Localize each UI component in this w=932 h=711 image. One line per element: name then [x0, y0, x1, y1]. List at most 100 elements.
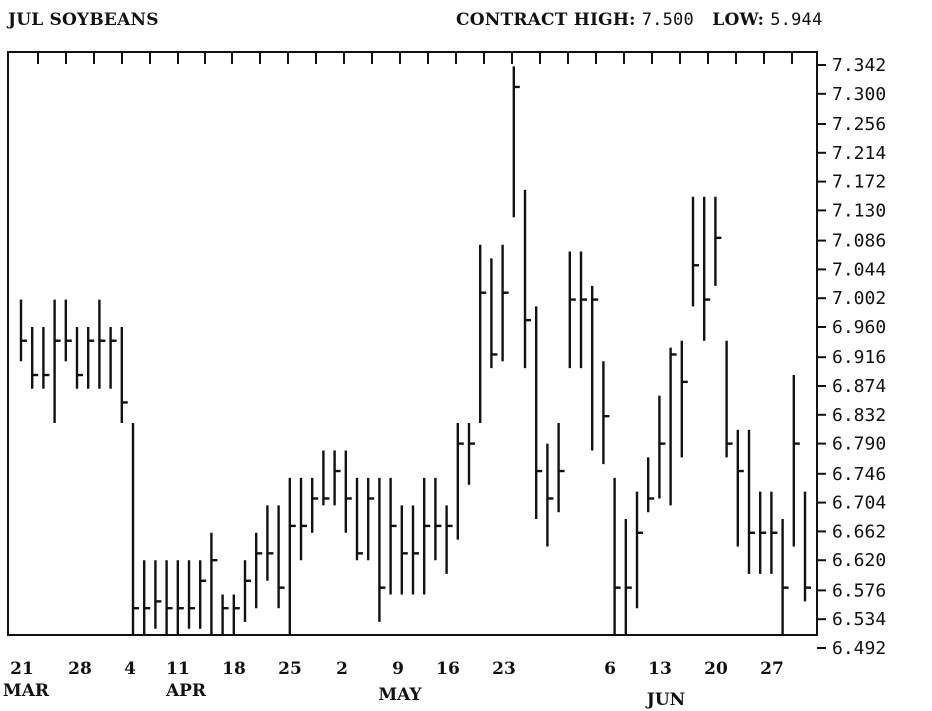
ohlc-bar: [176, 560, 184, 635]
ohlc-bar: [736, 429, 744, 547]
ohlc-bar: [131, 423, 139, 635]
y-tick-label: 6.534: [832, 609, 886, 630]
ohlc-bar: [568, 251, 576, 369]
y-tick-label: 6.790: [832, 434, 886, 455]
ohlc-bar: [479, 244, 487, 424]
ohlc-bar: [109, 327, 117, 389]
y-tick-label: 7.342: [832, 55, 886, 76]
x-tick-label: 9: [392, 659, 404, 679]
ohlc-bar: [277, 505, 285, 609]
ohlc-bar: [355, 477, 363, 561]
ohlc-bar: [142, 560, 151, 635]
ohlc-bar: [803, 491, 811, 602]
ohlc-bar: [266, 505, 274, 581]
chart-title: JUL SOYBEANS: [8, 10, 159, 30]
ohlc-bar: [579, 251, 587, 369]
ohlc-bar: [714, 196, 722, 286]
ohlc-bar: [120, 327, 128, 424]
ohlc-bar: [299, 477, 307, 561]
ohlc-bar: [747, 429, 755, 574]
ohlc-bar: [378, 477, 386, 622]
x-tick-label: 16: [436, 659, 460, 679]
ohlc-bar: [19, 299, 27, 362]
ohlc-bar: [703, 196, 711, 341]
ohlc-bar: [523, 189, 531, 369]
ohlc-bar: [98, 299, 106, 389]
ohlc-bar: [42, 327, 50, 389]
ohlc-bar: [344, 450, 352, 533]
contract-high-label: CONTRACT HIGH:: [456, 10, 636, 30]
y-tick-label: 7.044: [832, 259, 886, 280]
ohlc-bar: [792, 375, 800, 547]
y-tick-label: 7.172: [832, 172, 886, 193]
plot-frame: [7, 51, 818, 636]
ohlc-bar: [288, 477, 296, 635]
x-tick-label: 6: [604, 659, 616, 679]
x-tick-label: 18: [222, 659, 246, 679]
date-axis: 21 28 4 11 18 25 2 9 16 23 6 13 20 27 MAR APR MAY JUN: [3, 659, 784, 710]
contract-low-value: 5.944: [770, 10, 823, 30]
ohlc-bar: [691, 196, 699, 307]
contract-low-label: LOW:: [712, 10, 765, 30]
ohlc-bar: [423, 477, 431, 595]
ohlc-bar: [31, 327, 39, 389]
y-tick-label: 6.662: [832, 521, 886, 542]
y-tick-label: 6.492: [832, 638, 886, 659]
ohlc-bars: [19, 66, 811, 635]
ohlc-bar: [187, 560, 195, 629]
ohlc-bar: [647, 457, 655, 513]
ohlc-bar: [770, 491, 778, 574]
ohlc-bar: [546, 443, 554, 547]
y-tick-label: 7.086: [832, 231, 886, 252]
ohlc-bar: [624, 519, 632, 635]
y-tick-label: 6.916: [832, 347, 886, 368]
ohlc-bar: [165, 560, 173, 635]
ohlc-bar: [333, 450, 341, 506]
ohlc-bar: [322, 450, 330, 506]
ohlc-bar: [613, 477, 621, 635]
x-tick-label: 28: [68, 659, 92, 679]
y-tick-label: 6.576: [832, 580, 886, 601]
ohlc-bar: [411, 505, 419, 595]
x-tick-label: 21: [10, 659, 34, 679]
x-tick-label: 20: [704, 659, 728, 679]
ohlc-bar: [512, 66, 520, 218]
ohlc-bar: [75, 327, 83, 389]
y-tick-label: 6.832: [832, 405, 886, 426]
ohlc-bar: [434, 477, 442, 561]
ohlc-bar: [557, 423, 565, 513]
y-tick-label: 6.746: [832, 464, 886, 485]
ohlc-bar: [221, 594, 229, 635]
ohlc-bar: [658, 395, 666, 499]
contract-range: CONTRACT HIGH: 7.500 LOW: 5.944: [456, 10, 822, 30]
month-label: JUN: [645, 690, 685, 710]
ohlc-bar: [602, 361, 610, 465]
month-label: APR: [165, 681, 207, 701]
x-tick-label: 13: [648, 659, 672, 679]
ohlc-bar: [467, 423, 475, 485]
month-label: MAR: [3, 681, 50, 701]
ohlc-bar: [389, 477, 397, 595]
top-tick-marks: [37, 52, 793, 64]
ohlc-bar: [198, 560, 207, 629]
month-label: MAY: [378, 685, 422, 705]
y-tick-label: 7.002: [832, 288, 886, 309]
ohlc-bar: [154, 560, 162, 629]
y-tick-label: 7.130: [832, 200, 886, 221]
y-tick-label: 6.704: [832, 493, 886, 514]
y-tick-label: 6.620: [832, 550, 886, 571]
ohlc-bar: [311, 477, 319, 533]
y-tick-label: 7.300: [832, 84, 886, 105]
y-tick-label: 7.214: [832, 143, 886, 164]
x-tick-label: 11: [166, 659, 190, 679]
x-tick-label: 4: [124, 659, 136, 679]
y-tick-label: 7.256: [832, 114, 886, 135]
ohlc-bar: [781, 519, 789, 635]
ohlc-bar: [535, 306, 543, 520]
ohlc-bar: [53, 299, 61, 424]
contract-high-value: 7.500: [641, 10, 694, 30]
ohlc-bar: [232, 594, 240, 635]
ohlc-bar: [591, 285, 599, 451]
ohlc-bar: [367, 477, 375, 561]
